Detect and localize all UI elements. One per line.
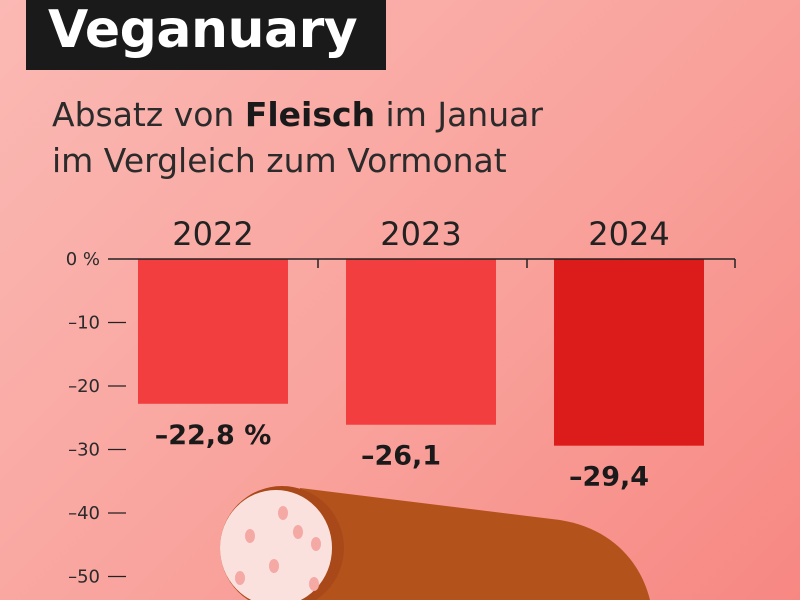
chart-subtitle: Absatz von Fleisch im Januar im Vergleic… bbox=[52, 92, 652, 184]
title-box bbox=[26, 0, 386, 70]
year-label-2022: 2022 bbox=[172, 215, 253, 253]
subtitle-line2: im Vergleich zum Vormonat bbox=[52, 141, 507, 180]
y-tick-label: –40 bbox=[68, 503, 100, 524]
value-label-2022: –22,8 % bbox=[155, 420, 272, 451]
year-label-2024: 2024 bbox=[588, 215, 669, 253]
y-tick-label: –30 bbox=[68, 440, 100, 461]
subtitle-prefix: Absatz von bbox=[52, 95, 245, 134]
bar-2023 bbox=[346, 259, 496, 425]
y-tick-label: 0 % bbox=[66, 249, 100, 270]
y-tick-label: –20 bbox=[68, 376, 100, 397]
subtitle-bold: Fleisch bbox=[244, 95, 376, 134]
subtitle-suffix: im Januar bbox=[375, 95, 543, 134]
y-tick-label: –10 bbox=[68, 313, 100, 334]
year-label-2023: 2023 bbox=[380, 215, 461, 253]
bar-2022 bbox=[138, 259, 288, 404]
sausage-icon bbox=[220, 486, 650, 600]
bar-2024 bbox=[554, 259, 704, 446]
page-title: Veganuary bbox=[48, 0, 358, 60]
value-label-2024: –29,4 bbox=[569, 462, 649, 493]
value-label-2023: –26,1 bbox=[361, 441, 441, 472]
y-tick-label: –50 bbox=[68, 567, 100, 588]
